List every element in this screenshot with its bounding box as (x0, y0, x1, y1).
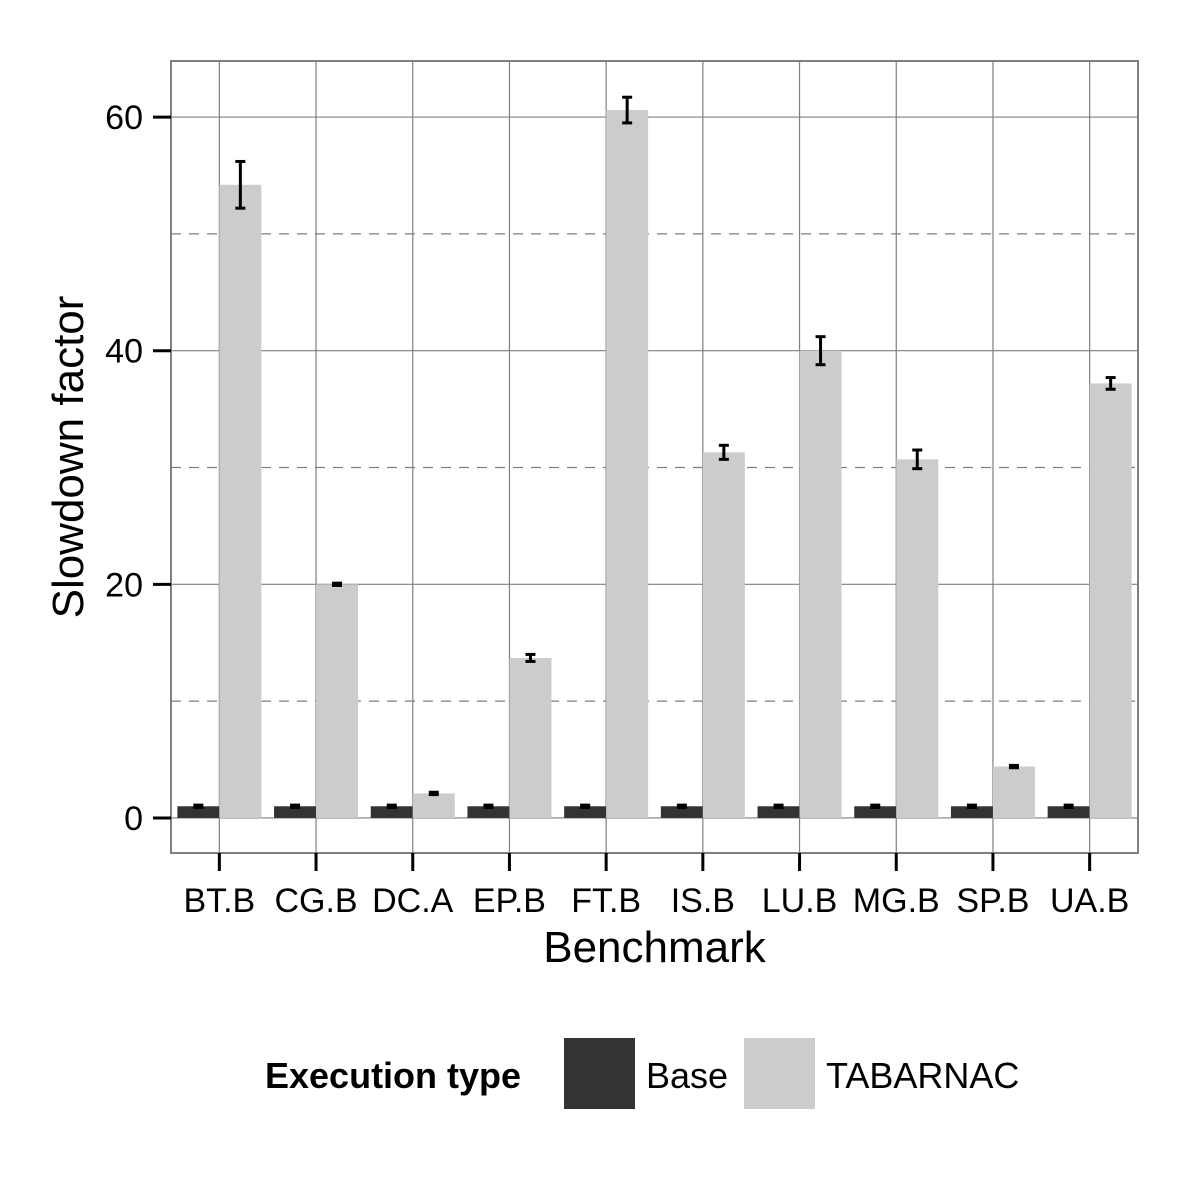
x-tick-label: DC.A (372, 882, 454, 920)
x-tick-label: LU.B (762, 882, 838, 920)
x-tick-label: BT.B (183, 882, 255, 920)
y-tick-label: 0 (124, 800, 143, 838)
bar-tabarnac-ft-b (606, 110, 649, 818)
legend: Execution type Base TABARNAC (265, 1036, 1019, 1111)
x-tick-label: FT.B (571, 882, 641, 920)
bar-base-cg-b (274, 806, 317, 818)
legend-key-tabarnac (742, 1036, 817, 1111)
y-axis-title: Slowdown factor (44, 296, 93, 619)
legend-label-tabarnac: TABARNAC (826, 1055, 1019, 1096)
y-tick-label: 60 (105, 99, 143, 137)
bar-base-ep-b (467, 806, 510, 818)
x-tick-label: CG.B (274, 882, 357, 920)
bar-base-ua-b (1047, 806, 1090, 818)
bar-tabarnac-cg-b (316, 584, 359, 818)
x-tick-label: SP.B (956, 882, 1029, 920)
axes: 0 20 40 60 BT.B CG.B DC.A EP.B FT.B IS.B LU.B MG.B S… (105, 99, 1129, 920)
bar-base-ft-b (564, 806, 607, 818)
x-tick-label: UA.B (1050, 882, 1129, 920)
legend-title: Execution type (265, 1055, 521, 1096)
bar-base-dc-a (370, 806, 413, 818)
legend-key-base (562, 1036, 637, 1111)
bar-base-is-b (660, 806, 703, 818)
bar-base-bt-b (177, 806, 220, 818)
plot-frame (170, 60, 1139, 854)
bar-tabarnac-sp-b (992, 766, 1035, 818)
bar-tabarnac-mg-b (896, 459, 939, 818)
bar-tabarnac-is-b (702, 452, 745, 818)
x-tick-label: MG.B (853, 882, 940, 920)
bars (177, 110, 1132, 818)
bar-tabarnac-ua-b (1089, 383, 1132, 818)
bar-tabarnac-dc-a (412, 793, 455, 818)
y-tick-label: 40 (105, 333, 143, 371)
error-bars (193, 95, 1116, 809)
x-axis-title: Benchmark (543, 923, 767, 972)
x-tick-label: IS.B (671, 882, 735, 920)
legend-label-base: Base (646, 1055, 728, 1096)
bar-base-lu-b (757, 806, 800, 818)
x-tick-label: EP.B (473, 882, 546, 920)
bar-tabarnac-bt-b (219, 184, 262, 818)
bar-tabarnac-lu-b (799, 350, 842, 818)
bar-base-sp-b (950, 806, 993, 818)
y-tick-label: 20 (105, 566, 143, 604)
bar-tabarnac-ep-b (509, 657, 552, 818)
bar-base-mg-b (854, 806, 897, 818)
